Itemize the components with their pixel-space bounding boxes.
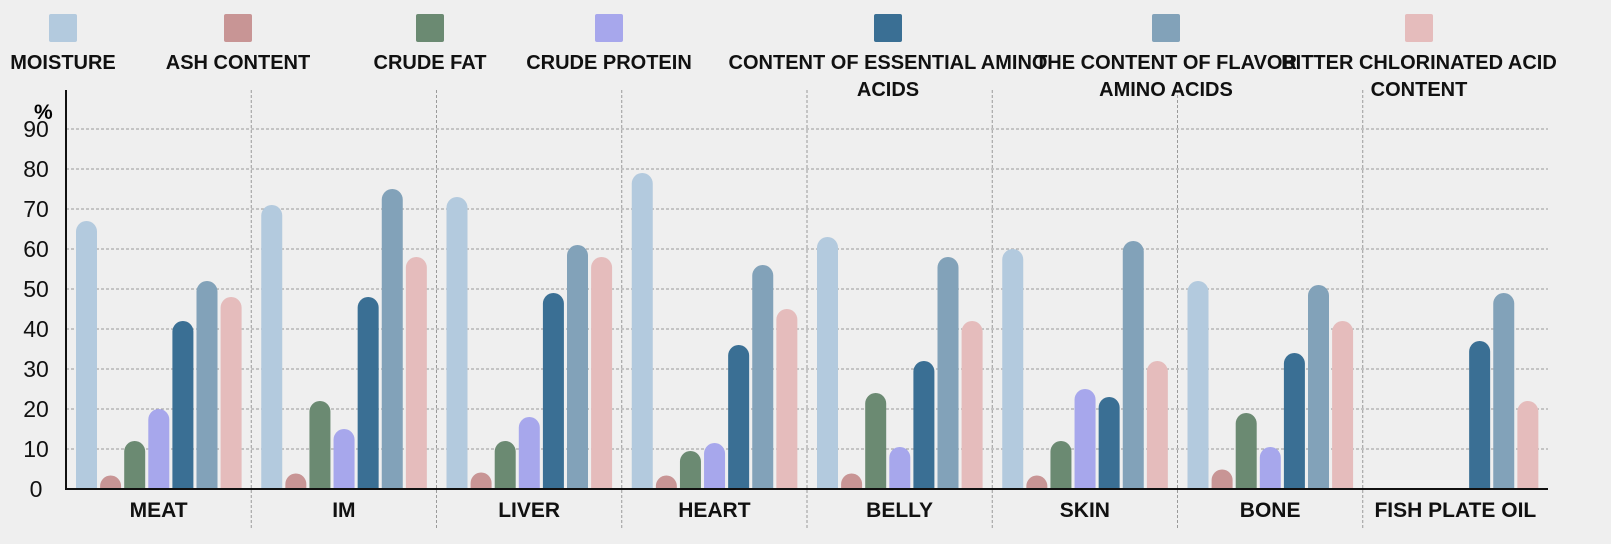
y-tick-label: 60 xyxy=(23,236,49,262)
bar-skin-bitter-chlorinated-acid-content xyxy=(1146,361,1168,489)
y-tick-label: 20 xyxy=(23,396,49,422)
legend-label: AMINO ACIDS xyxy=(1099,79,1233,101)
x-category-label: MEAT xyxy=(130,499,188,522)
legend-swatch xyxy=(416,14,444,42)
bar-skin-crude-protein xyxy=(1074,389,1096,489)
bar-heart-crude-protein xyxy=(704,443,726,489)
bar-belly-bitter-chlorinated-acid-content xyxy=(961,321,983,489)
bar-bone-moisture xyxy=(1187,281,1209,489)
bar-skin-content-of-essential-amino-acids xyxy=(1098,397,1120,489)
legend-swatch xyxy=(1405,14,1433,42)
legend-label: ASH CONTENT xyxy=(166,52,310,74)
bar-belly-crude-fat xyxy=(865,393,887,489)
bar-liver-crude-fat xyxy=(494,441,516,489)
bar-meat-crude-protein xyxy=(148,409,170,489)
bar-liver-ash-content xyxy=(470,472,492,489)
bar-bone-crude-protein xyxy=(1259,447,1281,489)
bar-skin-crude-fat xyxy=(1050,441,1072,489)
x-category-label: LIVER xyxy=(498,499,560,522)
legend-swatch xyxy=(595,14,623,42)
bar-skin-ash-content xyxy=(1026,475,1048,489)
legend-label: BITTER CHLORINATED ACID xyxy=(1281,52,1557,74)
bar-liver-moisture xyxy=(446,197,468,490)
bar-belly-ash-content xyxy=(841,473,863,489)
bar-belly-crude-protein xyxy=(889,447,911,489)
grid-layer xyxy=(66,90,1548,528)
bar-liver-content-of-essential-amino-acids xyxy=(542,293,564,489)
x-category-label: BONE xyxy=(1240,499,1301,522)
y-tick-label: 80 xyxy=(23,156,49,182)
legend-swatch xyxy=(224,14,252,42)
bar-im-ash-content xyxy=(285,473,307,489)
y-tick-label: 90 xyxy=(23,116,49,142)
bar-bone-bitter-chlorinated-acid-content xyxy=(1332,321,1354,489)
bar-heart-moisture xyxy=(631,173,653,489)
legend-label: CONTENT OF ESSENTIAL AMINO xyxy=(729,52,1048,74)
bar-meat-the-content-of-flavor-amino-acids xyxy=(196,281,218,489)
x-category-label: BELLY xyxy=(866,499,933,522)
bar-bone-crude-fat xyxy=(1235,413,1257,489)
bar-bone-ash-content xyxy=(1211,469,1233,489)
y-tick-label: 50 xyxy=(23,276,49,302)
bar-im-content-of-essential-amino-acids xyxy=(357,297,379,489)
bar-meat-crude-fat xyxy=(124,441,146,489)
bar-im-crude-fat xyxy=(309,401,331,489)
legend-layer: MOISTURE ASH CONTENT CRUDE FAT CRUDE PROTEI… xyxy=(10,14,1557,101)
y-tick-label: 10 xyxy=(23,436,49,462)
bar-meat-ash-content xyxy=(100,475,122,489)
bar-meat-bitter-chlorinated-acid-content xyxy=(220,297,242,489)
y-tick-label: 70 xyxy=(23,196,49,222)
bar-bone-content-of-essential-amino-acids xyxy=(1283,353,1305,489)
y-axis-label: % xyxy=(34,101,53,124)
legend-swatch xyxy=(49,14,77,42)
legend-label: CONTENT xyxy=(1371,79,1468,101)
bar-im-bitter-chlorinated-acid-content xyxy=(405,257,427,489)
bar-heart-the-content-of-flavor-amino-acids xyxy=(752,265,774,489)
bar-im-the-content-of-flavor-amino-acids xyxy=(381,189,403,489)
bar-heart-crude-fat xyxy=(679,451,701,489)
bar-liver-bitter-chlorinated-acid-content xyxy=(591,257,613,489)
bar-liver-the-content-of-flavor-amino-acids xyxy=(567,245,588,489)
bar-fish-plate-oil-content-of-essential-amino-acids xyxy=(1469,341,1491,489)
axis-layer: 0 10 20 30 40 50 60 70 80 90 MEAT IM LIVER HEART BELLY… xyxy=(23,90,1548,522)
legend-swatch xyxy=(1152,14,1180,42)
x-category-label: IM xyxy=(332,499,355,522)
bars-layer xyxy=(76,173,1539,490)
y-tick-label: 0 xyxy=(30,476,43,502)
bar-skin-moisture xyxy=(1002,249,1024,489)
bar-meat-content-of-essential-amino-acids xyxy=(172,321,194,489)
legend-swatch xyxy=(874,14,902,42)
bar-skin-the-content-of-flavor-amino-acids xyxy=(1122,241,1144,489)
legend-label: CRUDE PROTEIN xyxy=(526,52,692,74)
bar-im-crude-protein xyxy=(333,429,355,489)
bar-belly-content-of-essential-amino-acids xyxy=(913,361,935,489)
bar-bone-the-content-of-flavor-amino-acids xyxy=(1308,285,1329,489)
bar-im-moisture xyxy=(261,205,283,489)
x-category-label: HEART xyxy=(678,499,751,522)
bar-fish-plate-oil-the-content-of-flavor-amino-acids xyxy=(1493,293,1515,489)
bar-meat-moisture xyxy=(76,221,97,489)
bar-liver-crude-protein xyxy=(518,417,540,489)
x-category-label: SKIN xyxy=(1060,499,1110,522)
bar-heart-ash-content xyxy=(655,475,677,489)
bar-belly-moisture xyxy=(817,237,838,489)
bar-heart-bitter-chlorinated-acid-content xyxy=(776,309,798,489)
bar-belly-the-content-of-flavor-amino-acids xyxy=(937,257,959,489)
y-tick-label: 40 xyxy=(23,316,49,342)
bar-fish-plate-oil-bitter-chlorinated-acid-content xyxy=(1517,401,1539,489)
legend-label: MOISTURE xyxy=(10,52,116,74)
x-category-label: FISH PLATE OIL xyxy=(1374,499,1536,522)
y-tick-label: 30 xyxy=(23,356,49,382)
legend-label: THE CONTENT OF FLAVOR xyxy=(1035,52,1297,74)
bar-heart-content-of-essential-amino-acids xyxy=(728,345,750,489)
legend-label: CRUDE FAT xyxy=(374,52,487,74)
legend-label: ACIDS xyxy=(857,79,919,101)
